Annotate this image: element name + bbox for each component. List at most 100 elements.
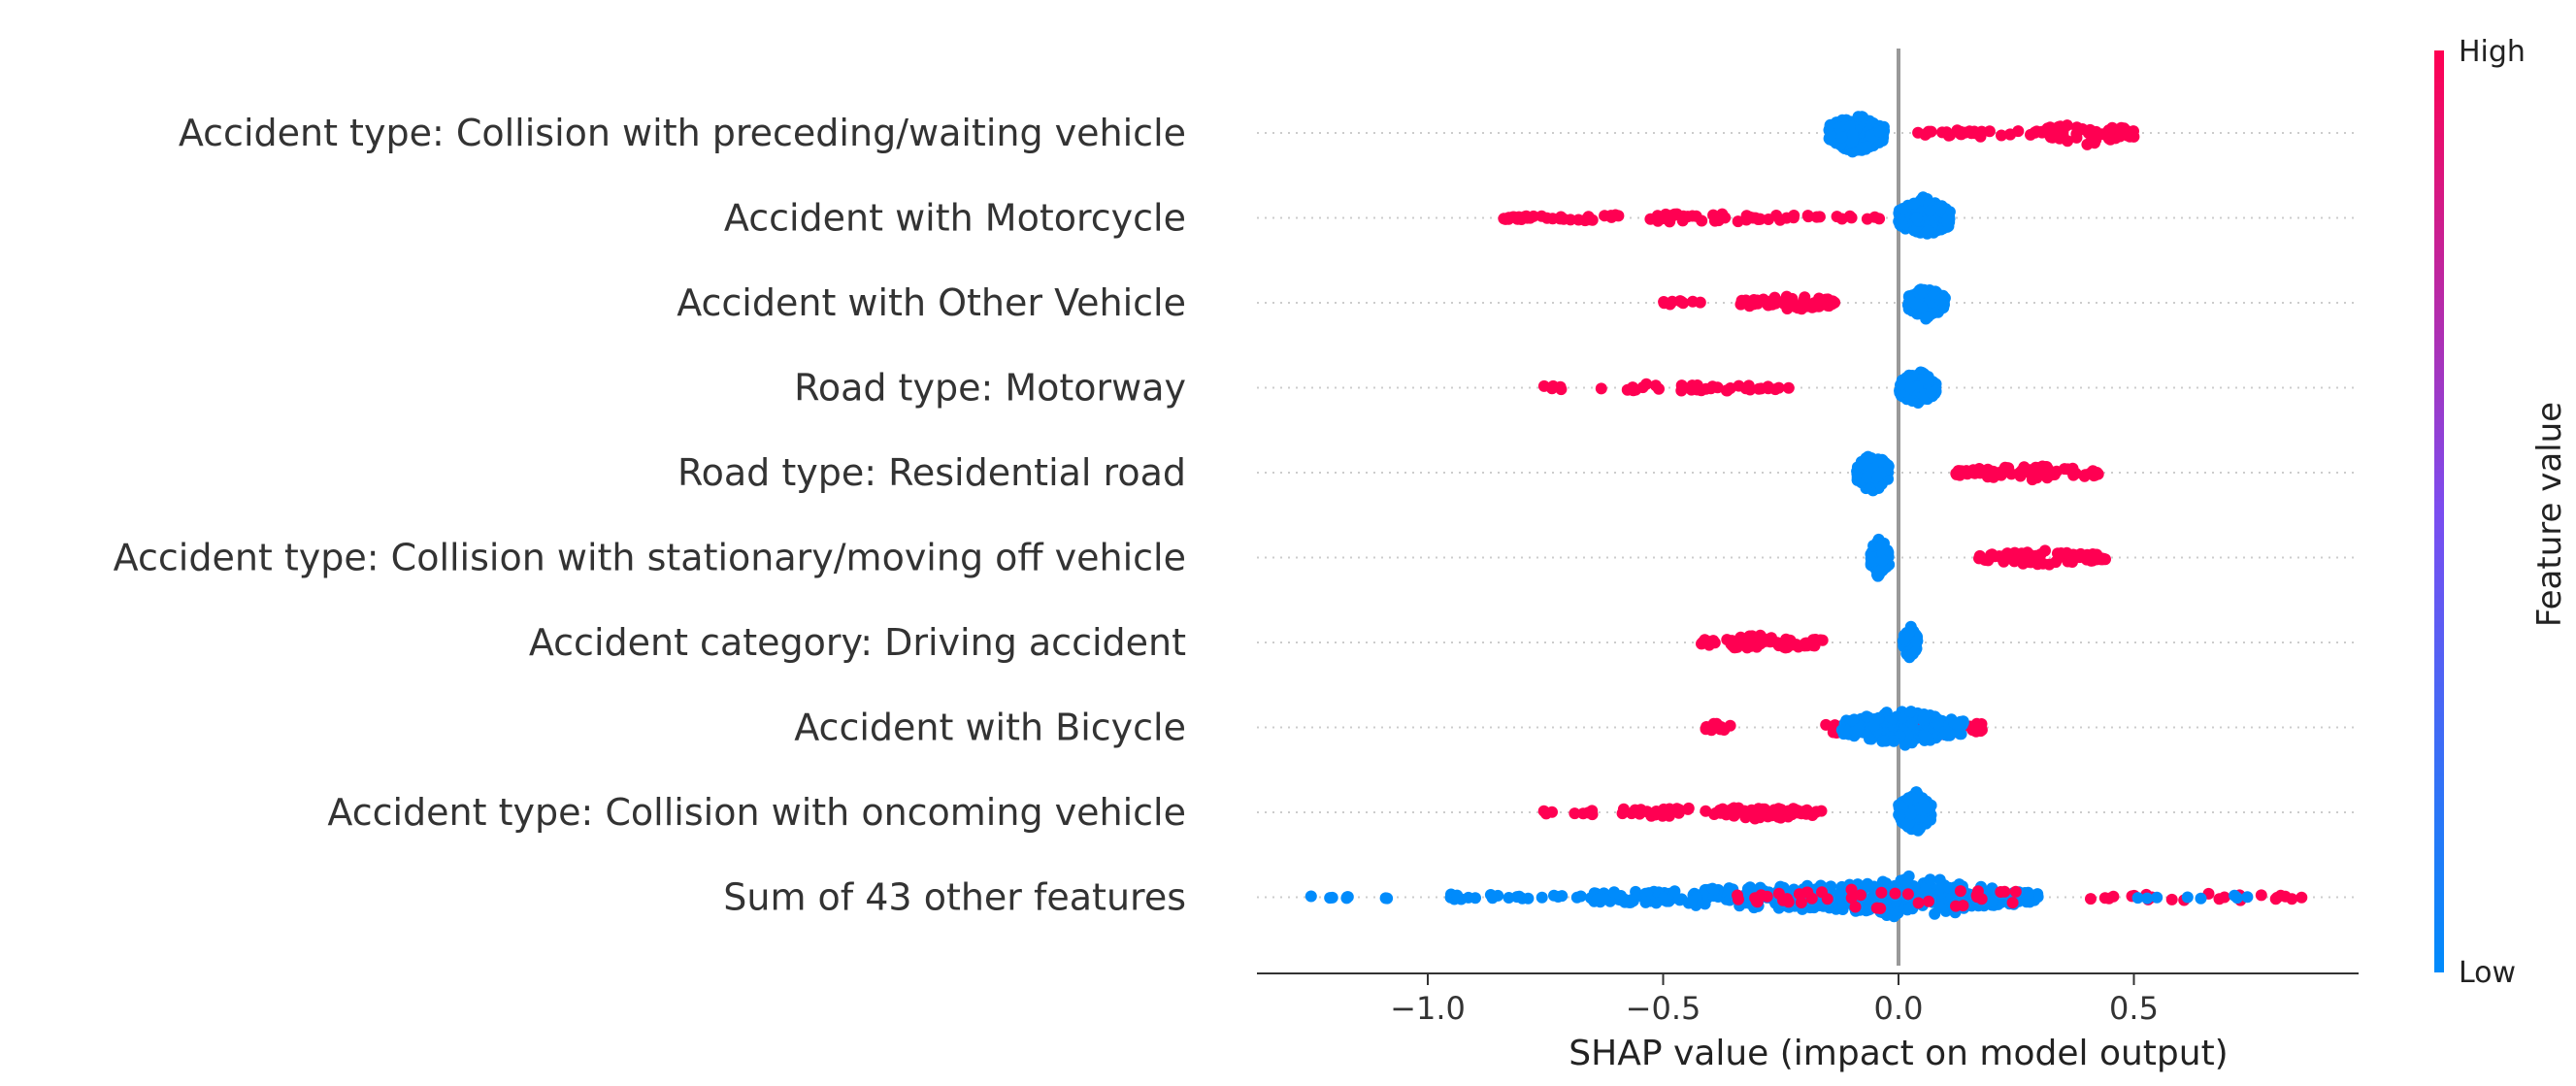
shap-point (1536, 891, 1548, 904)
shap-point (1833, 121, 1846, 134)
shap-point (1780, 633, 1793, 645)
shap-point (1995, 469, 2007, 481)
feature-label: Accident category: Driving accident (529, 621, 1186, 664)
shap-point (2009, 885, 2022, 898)
shap-point (2098, 892, 2111, 905)
shap-point (1922, 311, 1934, 323)
shap-point (2181, 891, 2194, 904)
shap-point (1893, 808, 1905, 821)
shap-point (1740, 210, 1753, 222)
shap-point (1821, 893, 1833, 905)
shap-point (1924, 873, 1936, 886)
shap-point (1800, 637, 1813, 649)
shap-point (1772, 887, 1785, 900)
shap-point (1907, 197, 1920, 210)
shap-point (1650, 806, 1663, 817)
shap-point (1540, 212, 1553, 224)
shap-point (2054, 120, 2066, 133)
shap-point (1507, 211, 1520, 223)
feature-label: Accident type: Collision with preceding/… (179, 112, 1186, 154)
shap-point (1950, 467, 1963, 479)
shap-point (1912, 897, 1925, 909)
shap-point (1743, 637, 1756, 649)
shap-point (1685, 895, 1698, 907)
shap-point (2165, 893, 2178, 905)
shap-point (2195, 892, 2207, 905)
x-tick-label: −1.0 (1390, 990, 1466, 1027)
shap-point (1733, 893, 1744, 905)
x-tick-label: −0.5 (1626, 990, 1701, 1027)
shap-point (1846, 128, 1859, 141)
shap-point (1870, 902, 1883, 914)
shap-point (1677, 210, 1690, 222)
shap-point (1556, 890, 1569, 903)
shap-point (1904, 706, 1917, 718)
shap-point (1706, 380, 1719, 393)
shap-point (2005, 468, 2018, 480)
shap-point (1970, 889, 1983, 902)
shap-point (1780, 212, 1793, 224)
shap-point (1934, 203, 1947, 215)
shap-point (1813, 211, 1826, 223)
shap-point (1751, 294, 1764, 307)
shap-point (1770, 210, 1783, 221)
shap-point (1921, 802, 1933, 814)
shap-point (1727, 809, 1739, 822)
shap-point (1574, 890, 1587, 903)
shap-point (2230, 892, 2243, 905)
shap-point (1790, 639, 1802, 651)
shap-point (1901, 818, 1914, 830)
shap-point (1572, 214, 1585, 226)
shap-point (1716, 210, 1729, 222)
shap-point (1604, 210, 1617, 222)
shap-point (2070, 131, 2083, 144)
shap-point (1866, 555, 1878, 568)
x-tick-label: 0.5 (2109, 990, 2159, 1027)
shap-point (1957, 900, 1969, 912)
shap-point (1859, 458, 1871, 471)
shap-point (1918, 708, 1931, 720)
shap-point (1668, 885, 1681, 898)
shap-point (1595, 382, 1607, 395)
shap-point (1875, 540, 1888, 552)
shap-point (2085, 893, 2097, 905)
shap-point (1675, 384, 1688, 397)
shap-point (2131, 892, 2144, 905)
shap-point (1910, 635, 1923, 647)
shap-point (1923, 895, 1934, 907)
shap-point (1912, 824, 1925, 837)
feature-label: Road type: Motorway (794, 367, 1186, 410)
shap-point (1855, 889, 1866, 902)
shap-point (1894, 218, 1906, 231)
shap-point (2026, 474, 2038, 486)
shap-point (2295, 891, 2308, 904)
shap-point (1660, 208, 1672, 220)
shap-point (1739, 294, 1752, 307)
shap-point (2082, 127, 2095, 140)
shap-point (1944, 129, 1957, 142)
shap-point (1324, 892, 1337, 905)
shap-point (1852, 111, 1865, 123)
x-axis-title: SHAP value (impact on model output) (1569, 1034, 2228, 1073)
feature-label: Accident type: Collision with stationary… (114, 537, 1186, 579)
shap-point (1998, 885, 2011, 898)
shap-point (1752, 214, 1765, 225)
shap-point (1787, 803, 1800, 815)
shap-point (1924, 205, 1936, 217)
shap-point (1973, 549, 1986, 562)
shap-point (1915, 283, 1928, 296)
shap-point (1875, 886, 1888, 899)
shap-point (1901, 888, 1914, 901)
shap-point (2087, 465, 2099, 477)
shap-point (1673, 804, 1685, 816)
shap-point (1696, 638, 1707, 650)
shap-point (1771, 807, 1784, 820)
shap-point (2097, 552, 2110, 565)
feature-label: Sum of 43 other features (723, 876, 1186, 919)
shap-point (1707, 635, 1720, 647)
shap-point (2151, 891, 2163, 904)
shap-point (1897, 203, 1909, 214)
shap-point (1808, 297, 1821, 310)
shap-point (1668, 208, 1681, 220)
shap-point (1860, 905, 1872, 917)
